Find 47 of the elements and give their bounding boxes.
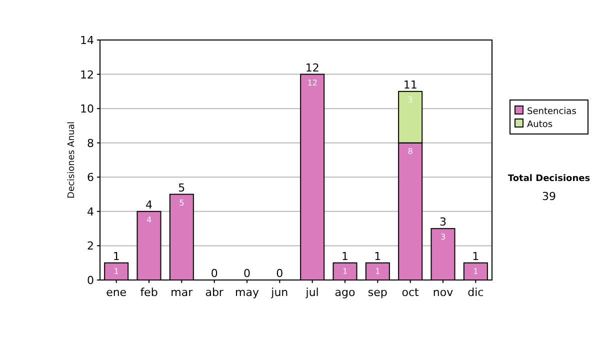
x-tick-label: feb (140, 286, 158, 299)
data-label: 3 (440, 232, 446, 242)
total-label: 0 (244, 267, 250, 280)
legend-label: Sentencias (527, 107, 577, 117)
y-tick-label: 12 (80, 68, 94, 82)
data-label: 1 (342, 266, 348, 276)
x-tick-label: jun (270, 286, 288, 299)
text: Total Decisiones (508, 174, 590, 184)
data-label: 1 (473, 266, 478, 276)
x-tick-label: ago (334, 286, 356, 299)
data-label: 5 (179, 198, 184, 208)
total-label: 11 (403, 78, 418, 92)
x-tick-label: ene (106, 286, 127, 299)
y-tick-label: 8 (87, 136, 94, 150)
x-tick-label: abr (205, 286, 224, 299)
total-label: 3 (440, 216, 446, 229)
total-label: 1 (374, 250, 382, 263)
total-label: 0 (276, 267, 284, 280)
total-label: 12 (305, 61, 320, 74)
text: 39 (542, 190, 556, 203)
legend-label: Autos (527, 120, 553, 130)
total-label: 1 (472, 250, 480, 263)
y-tick-label: 2 (87, 240, 94, 253)
x-tick-label: sep (368, 286, 388, 299)
x-tick-label: mar (170, 286, 194, 299)
total-label: 4 (146, 198, 152, 212)
y-tick-label: 4 (87, 205, 94, 218)
y-tick-label: 14 (80, 34, 94, 47)
data-label: 1 (114, 266, 119, 276)
x-tick-label: jul (304, 286, 319, 299)
total-label: 0 (210, 267, 218, 280)
data-label: 12 (307, 78, 318, 88)
y-tick-label: 0 (87, 274, 94, 287)
total-label: 1 (342, 250, 348, 263)
data-label: 3 (408, 95, 413, 104)
total-label: 5 (178, 181, 186, 194)
x-tick-label: dic (468, 286, 484, 299)
y-tick-label: 10 (80, 102, 94, 116)
total-label: 1 (112, 250, 120, 263)
y-tick-label: 6 (87, 171, 94, 184)
data-label: 8 (408, 146, 413, 156)
data-label: 1 (375, 266, 380, 276)
x-tick-label: nov (432, 286, 454, 299)
y-axis-title: Decisiones Anual (67, 122, 77, 198)
x-tick-label: oct (402, 286, 420, 299)
data-label: 4 (146, 215, 152, 224)
x-tick-label: may (235, 286, 260, 299)
